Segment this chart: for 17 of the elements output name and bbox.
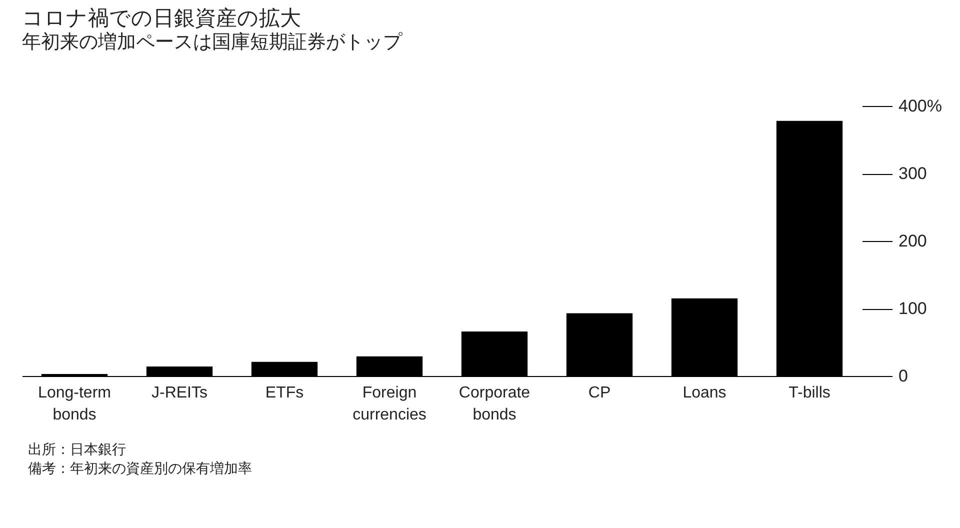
y-tick-label: 100 <box>898 299 927 318</box>
x-tick-label: Corporate bonds <box>458 384 530 424</box>
x-tick-label: T-bills <box>788 384 830 402</box>
x-tick-label: Loans <box>682 384 726 402</box>
x-tick-label: J-REITs <box>152 384 208 402</box>
x-tick-label: ETFs <box>265 384 304 402</box>
chart-subtitle: 年初来の増加ペースは国庫短期証券がトップ <box>22 31 403 53</box>
x-tick-label: Foreign currencies <box>352 384 426 424</box>
text: 出所：日本銀行 <box>28 440 127 459</box>
y-tick-label: 200 <box>898 232 927 250</box>
y-tick-label: 300 <box>898 164 927 183</box>
text: 備考：年初来の資産別の保有増加率 <box>28 459 253 478</box>
y-tick-label: 400% <box>898 96 942 116</box>
y-tick-label: 0 <box>898 366 908 386</box>
chart-title: コロナ禍での日銀資産の拡大 <box>22 7 301 30</box>
x-tick-label: CP <box>588 384 611 402</box>
x-tick-label: Long-term bonds <box>38 384 111 424</box>
